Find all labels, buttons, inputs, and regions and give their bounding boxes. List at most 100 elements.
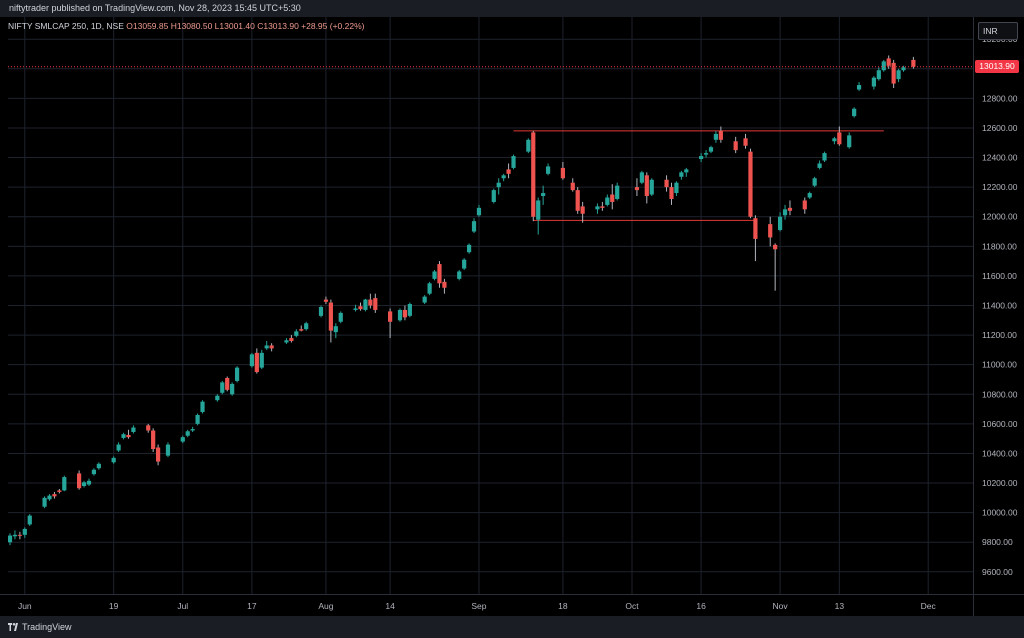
candle-body xyxy=(847,135,852,148)
candle-body xyxy=(7,535,13,543)
candle-body xyxy=(491,190,496,202)
price-tick-label: 11000.00 xyxy=(982,360,1017,370)
ohlc-values: O13059.85 H13080.50 L13001.40 C13013.90 … xyxy=(126,21,365,31)
candle-body xyxy=(891,62,896,84)
candle-body xyxy=(753,218,758,239)
candle-body xyxy=(131,427,136,432)
chart-legend: NIFTY SMLCAP 250, 1D, NSE O13059.85 H130… xyxy=(8,21,364,31)
candle-body xyxy=(703,153,709,155)
candle-body xyxy=(402,309,408,318)
candle-body xyxy=(501,175,506,179)
candle-body xyxy=(254,352,259,373)
candle-body xyxy=(570,182,575,191)
axis-corner xyxy=(973,594,1024,616)
candle-body xyxy=(782,209,788,216)
time-axis-labels: Jun 19 Jul 17 Aug 14 Sep 18 Oct 16 Nov 13 Dec xyxy=(18,601,937,611)
candle-body xyxy=(526,139,531,152)
candle-body xyxy=(713,133,719,140)
candle-body xyxy=(96,463,101,469)
price-tick-label: 10600.00 xyxy=(982,419,1018,429)
candle-body xyxy=(852,108,857,117)
candle-body xyxy=(304,323,309,330)
candle-body xyxy=(881,61,886,71)
candle-body xyxy=(200,401,205,413)
candle-body xyxy=(17,534,22,536)
price-tick-label: 11800.00 xyxy=(982,241,1017,251)
candle-body xyxy=(81,482,87,486)
price-tick-label: 9600.00 xyxy=(982,567,1013,577)
time-tick-label: 18 xyxy=(558,601,568,611)
candle-body xyxy=(911,59,916,67)
candle-body xyxy=(225,377,230,390)
candle-body xyxy=(896,70,901,80)
candle-body xyxy=(669,187,674,199)
candle-body xyxy=(358,306,363,310)
candle-body xyxy=(560,167,565,179)
time-tick-label: Oct xyxy=(625,601,639,611)
publish-header: niftytrader published on TradingView.com… xyxy=(0,0,1024,17)
currency-button[interactable]: INR xyxy=(978,22,1018,40)
candle-body xyxy=(718,130,723,140)
time-tick-label: 19 xyxy=(109,601,119,611)
candle-body xyxy=(664,179,669,188)
candle-body xyxy=(397,309,403,321)
time-tick-label: Nov xyxy=(773,601,789,611)
candle-body xyxy=(328,302,333,331)
candle-body xyxy=(649,179,654,195)
candle-body xyxy=(77,473,82,489)
candle-body xyxy=(807,193,812,198)
candle-body xyxy=(121,434,126,438)
candle-body xyxy=(323,299,329,302)
price-tick-label: 10200.00 xyxy=(982,478,1018,488)
candle-body xyxy=(639,172,644,183)
price-tick-label: 11600.00 xyxy=(982,271,1017,281)
candle-body xyxy=(644,175,649,197)
candle-body xyxy=(545,166,551,174)
tradingview-logo-icon xyxy=(8,623,18,631)
candle-body xyxy=(787,207,793,211)
chart-pane[interactable] xyxy=(7,17,973,594)
candle-body xyxy=(249,354,254,367)
candle-body xyxy=(22,528,27,535)
candle-body xyxy=(679,172,684,177)
price-axis[interactable]: 13200.0013000.0012800.0012600.0012400.00… xyxy=(973,17,1024,594)
candle-body xyxy=(373,298,378,310)
candle-body xyxy=(111,457,116,463)
candle-body xyxy=(269,345,274,349)
candle-body xyxy=(86,480,92,485)
candle-body xyxy=(699,156,704,160)
price-tick-label: 12000.00 xyxy=(982,212,1018,222)
time-axis[interactable]: Jun 19 Jul 17 Aug 14 Sep 18 Oct 16 Nov 13 Dec xyxy=(0,594,973,616)
candle-body xyxy=(318,306,324,316)
time-tick-label: Aug xyxy=(318,601,333,611)
candle-body xyxy=(496,182,501,188)
symbol-label[interactable]: NIFTY SMLCAP 250, 1D, NSE xyxy=(8,21,124,31)
candle-body xyxy=(615,185,620,199)
candle-body xyxy=(822,153,827,161)
price-tick-label: 10000.00 xyxy=(982,508,1018,518)
candle-body xyxy=(886,58,891,66)
candle-body xyxy=(185,431,190,436)
time-tick-label: Sep xyxy=(471,601,486,611)
candle-body xyxy=(42,497,47,507)
candle-body xyxy=(220,382,225,393)
candle-body xyxy=(856,85,862,90)
candle-body xyxy=(466,244,472,253)
price-tick-label: 12600.00 xyxy=(982,123,1018,133)
candle-body xyxy=(294,331,299,336)
price-tick-label: 12400.00 xyxy=(982,153,1018,163)
candle-body xyxy=(57,490,62,492)
candle-body xyxy=(595,206,600,210)
candle-body xyxy=(684,169,689,173)
publish-info: niftytrader published on TradingView.com… xyxy=(9,3,301,13)
candle-body xyxy=(802,200,807,210)
candle-body xyxy=(230,383,235,395)
candle-body xyxy=(457,271,462,279)
candle-body xyxy=(146,425,151,431)
candle-body xyxy=(234,367,240,381)
candlestick-chart[interactable] xyxy=(7,17,973,594)
candle-body xyxy=(773,244,778,250)
candle-body xyxy=(368,299,373,306)
candle-body xyxy=(462,259,467,269)
candle-body xyxy=(427,283,432,294)
